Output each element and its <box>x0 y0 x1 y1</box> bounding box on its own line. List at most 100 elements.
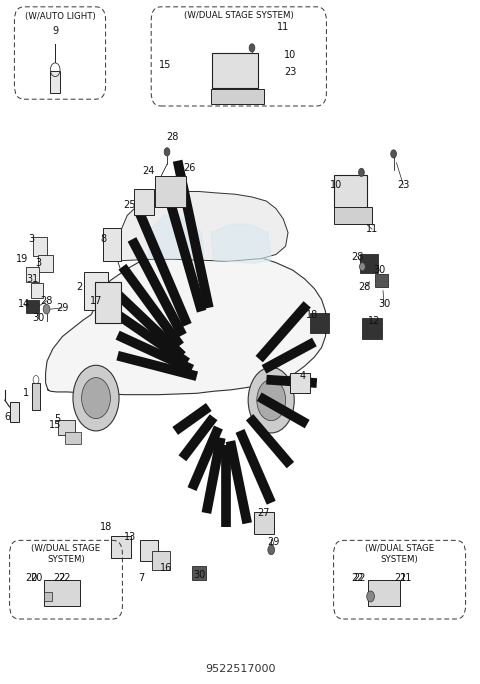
Circle shape <box>268 545 275 555</box>
Bar <box>44 580 80 606</box>
Bar <box>32 383 40 410</box>
Text: 21: 21 <box>395 573 407 583</box>
Text: 21: 21 <box>399 573 412 583</box>
Bar <box>334 207 372 224</box>
Bar <box>362 318 382 339</box>
Text: 27: 27 <box>258 508 270 518</box>
Bar <box>38 254 53 272</box>
Text: 25: 25 <box>123 200 136 210</box>
Text: 15: 15 <box>49 421 61 430</box>
Text: 30: 30 <box>193 570 205 579</box>
Bar <box>50 71 60 93</box>
Text: 18: 18 <box>306 310 318 319</box>
Bar <box>95 282 121 323</box>
Text: 3: 3 <box>28 235 34 244</box>
Text: 28: 28 <box>351 252 364 261</box>
Text: 28: 28 <box>167 132 179 142</box>
Circle shape <box>359 168 364 176</box>
Text: 17: 17 <box>90 296 102 306</box>
Polygon shape <box>148 215 204 259</box>
Bar <box>155 176 186 207</box>
Bar <box>360 254 378 273</box>
Text: 30: 30 <box>32 313 45 323</box>
Polygon shape <box>46 253 326 395</box>
Text: 13: 13 <box>123 532 136 542</box>
Text: 31: 31 <box>26 274 39 284</box>
Bar <box>111 536 131 558</box>
Bar <box>212 53 258 88</box>
Bar <box>254 512 274 534</box>
Bar <box>84 272 108 309</box>
Text: 11: 11 <box>366 224 378 234</box>
Text: 9: 9 <box>52 26 58 36</box>
Text: 14: 14 <box>18 300 30 309</box>
Bar <box>44 592 52 601</box>
Text: 10: 10 <box>284 50 297 60</box>
Text: 28: 28 <box>359 282 371 292</box>
Text: 29: 29 <box>56 303 69 313</box>
Text: 20: 20 <box>25 573 37 583</box>
Circle shape <box>82 378 110 419</box>
Bar <box>134 189 154 215</box>
Text: 26: 26 <box>183 163 196 172</box>
Bar <box>375 274 388 287</box>
Text: (W/DUAL STAGE SYSTEM): (W/DUAL STAGE SYSTEM) <box>184 11 294 20</box>
Text: 23: 23 <box>397 180 409 189</box>
Text: 16: 16 <box>159 563 172 573</box>
Text: 24: 24 <box>143 166 155 176</box>
Text: 18: 18 <box>99 522 112 531</box>
Circle shape <box>73 365 119 431</box>
Text: 30: 30 <box>378 300 390 309</box>
Text: 4: 4 <box>300 371 305 381</box>
Text: 7: 7 <box>138 573 145 583</box>
Circle shape <box>367 591 374 602</box>
Text: 22: 22 <box>351 573 364 583</box>
Text: 5: 5 <box>54 414 61 423</box>
Bar <box>211 89 264 104</box>
Text: 23: 23 <box>284 67 297 77</box>
Text: (W/DUAL STAGE
SYSTEM): (W/DUAL STAGE SYSTEM) <box>31 544 101 564</box>
Text: 6: 6 <box>4 412 10 422</box>
Bar <box>369 580 399 606</box>
Text: 19: 19 <box>16 254 29 263</box>
Bar <box>26 300 39 313</box>
Bar <box>10 402 19 422</box>
Bar <box>58 420 75 435</box>
Text: 15: 15 <box>159 60 172 70</box>
Bar <box>152 551 170 570</box>
Text: (W/DUAL STAGE
SYSTEM): (W/DUAL STAGE SYSTEM) <box>365 544 434 564</box>
Text: 10: 10 <box>330 180 342 189</box>
Text: (W/AUTO LIGHT): (W/AUTO LIGHT) <box>24 12 96 21</box>
Text: 30: 30 <box>373 265 385 275</box>
Bar <box>65 432 81 444</box>
Text: 1: 1 <box>24 389 29 398</box>
Bar <box>26 267 39 282</box>
Circle shape <box>257 380 286 421</box>
Text: 8: 8 <box>100 235 106 244</box>
Bar <box>140 540 158 561</box>
Bar <box>103 228 121 261</box>
Text: 22: 22 <box>59 573 71 583</box>
Bar <box>31 283 43 298</box>
Circle shape <box>164 148 170 156</box>
Text: 20: 20 <box>30 573 42 583</box>
Circle shape <box>248 367 294 433</box>
Text: 3: 3 <box>36 259 41 268</box>
Text: 2: 2 <box>76 282 83 292</box>
Text: 22: 22 <box>54 573 66 583</box>
Bar <box>334 175 367 208</box>
Bar <box>290 373 310 393</box>
Text: 29: 29 <box>267 537 280 547</box>
Text: 22: 22 <box>354 573 366 583</box>
Bar <box>310 313 329 333</box>
Polygon shape <box>211 224 271 263</box>
Polygon shape <box>110 192 288 261</box>
Circle shape <box>360 263 365 271</box>
Circle shape <box>391 150 396 158</box>
Text: 28: 28 <box>40 296 53 306</box>
Bar <box>192 566 206 580</box>
Bar <box>33 237 47 256</box>
Text: 12: 12 <box>368 317 381 326</box>
Text: 9522517000: 9522517000 <box>205 663 275 674</box>
Circle shape <box>249 44 255 52</box>
